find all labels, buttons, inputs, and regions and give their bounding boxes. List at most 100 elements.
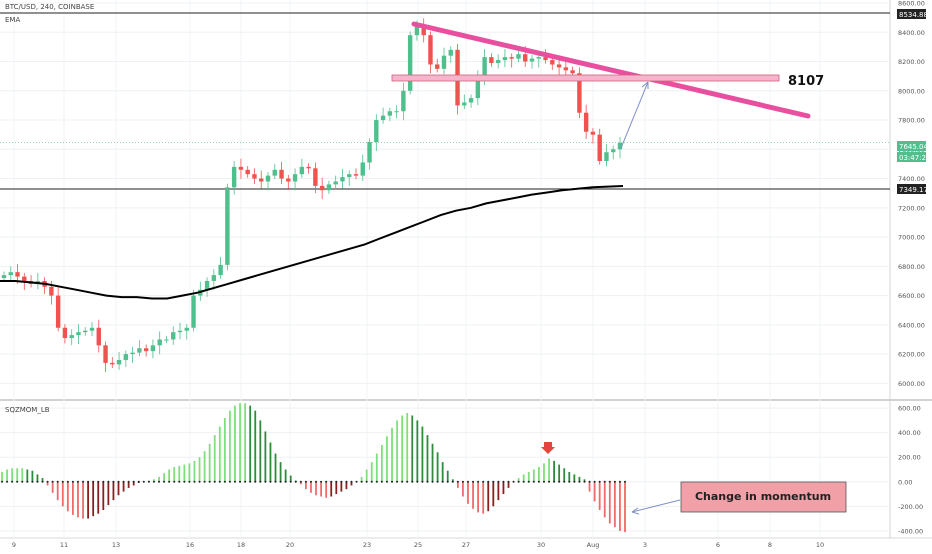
resistance-trendline[interactable]	[411, 21, 811, 119]
candle-body[interactable]	[468, 98, 474, 103]
candle-body[interactable]	[150, 345, 156, 352]
candle-body[interactable]	[604, 152, 609, 161]
candle-body[interactable]	[96, 327, 101, 346]
candle-body[interactable]	[89, 327, 95, 331]
candle-body[interactable]	[380, 115, 386, 121]
candle-body[interactable]	[157, 339, 162, 346]
candle-body[interactable]	[577, 73, 582, 113]
candle-body[interactable]	[76, 332, 81, 336]
squeeze-dot	[522, 480, 525, 483]
candle-body[interactable]	[407, 35, 413, 91]
candle-body[interactable]	[583, 112, 589, 132]
candle-body[interactable]	[1, 275, 7, 279]
candle-body[interactable]	[360, 162, 365, 176]
projection-arrow[interactable]	[620, 81, 649, 149]
candle-body[interactable]	[570, 70, 575, 74]
candle-body[interactable]	[556, 64, 562, 68]
candle-body[interactable]	[211, 275, 217, 281]
candle-body[interactable]	[137, 348, 142, 353]
candle-body[interactable]	[509, 57, 514, 59]
candle-body[interactable]	[563, 67, 569, 71]
candle-body[interactable]	[536, 57, 541, 59]
candle-body[interactable]	[313, 168, 318, 186]
candle-body[interactable]	[62, 327, 68, 339]
candle-body[interactable]	[306, 166, 311, 169]
candle-body[interactable]	[116, 359, 122, 365]
candle-body[interactable]	[482, 57, 487, 77]
candle-body[interactable]	[15, 272, 20, 277]
momentum-arrow[interactable]	[631, 499, 681, 513]
candle-body[interactable]	[69, 335, 74, 339]
candle-body[interactable]	[435, 64, 440, 69]
candle-body[interactable]	[143, 348, 149, 352]
candle-body[interactable]	[617, 142, 623, 150]
candle-body[interactable]	[475, 76, 481, 99]
candle-body[interactable]	[177, 330, 183, 333]
candle-body[interactable]	[123, 354, 129, 360]
candle-body[interactable]	[319, 185, 325, 191]
ema-indicator-label[interactable]: EMA	[5, 16, 21, 24]
candle-body[interactable]	[22, 276, 27, 281]
candle-body[interactable]	[8, 272, 13, 276]
candle-body[interactable]	[414, 26, 420, 36]
candle-body[interactable]	[367, 141, 372, 163]
candle-body[interactable]	[286, 178, 291, 182]
candle-body[interactable]	[495, 60, 501, 63]
sqzmom-indicator-label[interactable]: SQZMOM_LB	[5, 406, 50, 414]
candle-body[interactable]	[333, 181, 338, 185]
candle-body[interactable]	[164, 339, 169, 341]
candle-body[interactable]	[265, 175, 271, 182]
candle-body[interactable]	[130, 352, 135, 355]
candle-body[interactable]	[441, 55, 447, 69]
candle-body[interactable]	[292, 174, 298, 182]
candle-body[interactable]	[83, 330, 88, 333]
candle-body[interactable]	[529, 58, 535, 62]
candle-body[interactable]	[340, 177, 345, 182]
ema-line[interactable]	[0, 185, 624, 300]
candle-body[interactable]	[218, 264, 223, 276]
candle-body[interactable]	[49, 286, 54, 296]
squeeze-dot	[416, 480, 419, 483]
candle-body[interactable]	[543, 57, 548, 61]
squeeze-dot	[573, 480, 576, 483]
candle-body[interactable]	[103, 345, 108, 363]
candle-body[interactable]	[347, 174, 352, 178]
candle-body[interactable]	[502, 57, 508, 61]
candle-body[interactable]	[421, 26, 426, 36]
candle-body[interactable]	[489, 57, 494, 63]
candle-body[interactable]	[448, 49, 453, 56]
candle-body[interactable]	[611, 149, 616, 153]
candle-body[interactable]	[299, 166, 305, 175]
candle-body[interactable]	[462, 102, 467, 106]
candle-body[interactable]	[272, 169, 277, 176]
candle-body[interactable]	[55, 295, 61, 328]
candle-body[interactable]	[279, 169, 284, 179]
resistance-zone[interactable]	[391, 74, 780, 82]
candle-body[interactable]	[252, 174, 257, 179]
candle-body[interactable]	[259, 178, 264, 182]
candle-body[interactable]	[387, 111, 393, 116]
candle-body[interactable]	[191, 295, 196, 328]
candle-body[interactable]	[171, 332, 176, 340]
candle-body[interactable]	[225, 187, 230, 265]
candle-body[interactable]	[550, 60, 555, 65]
momentum-note-box[interactable]	[680, 481, 847, 513]
candle-body[interactable]	[590, 131, 596, 135]
candle-body[interactable]	[428, 35, 433, 65]
candle-body[interactable]	[516, 54, 521, 59]
candle-body[interactable]	[597, 134, 602, 161]
candle-body[interactable]	[238, 166, 244, 170]
candle-body[interactable]	[245, 169, 250, 175]
candle-body[interactable]	[523, 54, 528, 62]
candle-body[interactable]	[401, 90, 406, 112]
candle-body[interactable]	[110, 362, 115, 365]
candle-body[interactable]	[204, 280, 210, 290]
candle-body[interactable]	[326, 184, 332, 191]
candle-body[interactable]	[394, 111, 399, 113]
candle-body[interactable]	[231, 166, 237, 188]
candle-body[interactable]	[184, 327, 189, 331]
candle-body[interactable]	[353, 174, 359, 176]
candle-body[interactable]	[374, 120, 379, 142]
squeeze-dot	[350, 480, 353, 483]
squeeze-dot	[472, 480, 475, 483]
